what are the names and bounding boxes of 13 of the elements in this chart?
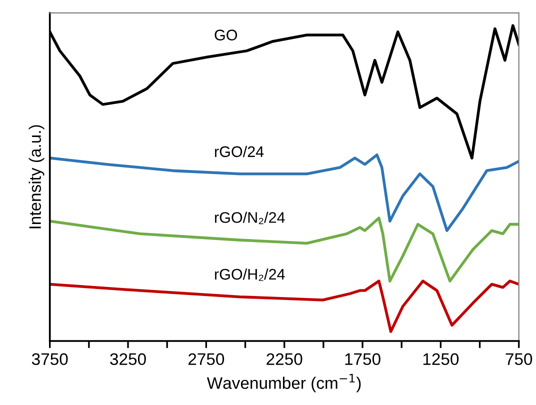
x-tick-label: 3250 — [110, 353, 146, 366]
series-label: GO — [214, 30, 238, 40]
y-axis-title: Intensity (a.u.) — [28, 125, 44, 228]
series-label: rGO/H₂/24 — [215, 268, 285, 281]
series-label: rGO/24 — [215, 146, 264, 158]
x-tick-label: 2250 — [266, 353, 302, 366]
series-label: rGO/N₂/24 — [215, 212, 285, 224]
x-axis-title: Wavenumber (cm$^{−1}$) — [206, 374, 361, 392]
x-tick-label: 750 — [506, 353, 532, 366]
x-tick-label: 1750 — [345, 353, 380, 366]
x-tick-label: 1250 — [423, 353, 459, 366]
x-tick-label: 2750 — [188, 353, 224, 366]
x-tick-label: 3750 — [32, 353, 68, 366]
